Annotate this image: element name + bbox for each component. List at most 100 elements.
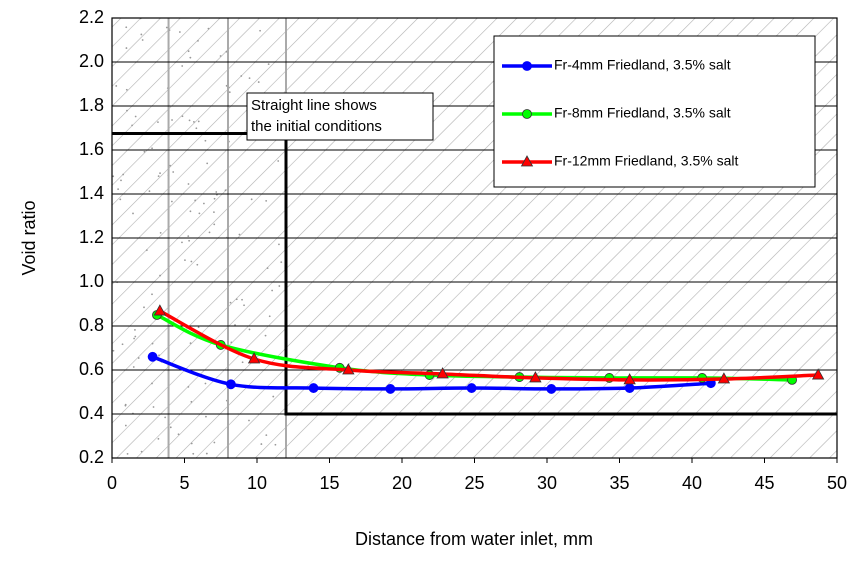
- speckle: [260, 443, 263, 445]
- speckle: [157, 121, 159, 124]
- speckle: [248, 328, 251, 331]
- legend-label: Fr-12mm Friedland, 3.5% salt: [554, 153, 739, 169]
- x-axis-label: Distance from water inlet, mm: [355, 529, 593, 549]
- speckle: [134, 329, 136, 331]
- annotation: the initial conditions: [251, 118, 382, 135]
- speckle: [238, 233, 241, 236]
- speckle: [280, 261, 283, 264]
- speckle: [158, 354, 160, 357]
- y-tick-label: 0.8: [79, 315, 104, 335]
- speckle: [125, 88, 128, 91]
- speckle: [198, 212, 201, 215]
- speckle: [133, 337, 136, 340]
- speckle: [197, 120, 200, 123]
- marker: [153, 304, 167, 316]
- legend-marker: [522, 109, 532, 119]
- speckle: [229, 301, 232, 304]
- speckle: [190, 400, 193, 403]
- speckle: [187, 386, 190, 388]
- speckle: [172, 171, 175, 173]
- speckle: [264, 334, 267, 337]
- initial-line: [112, 132, 837, 416]
- marker: [225, 379, 236, 390]
- marker: [624, 383, 635, 393]
- speckle: [189, 210, 192, 213]
- speckle: [250, 198, 253, 201]
- speckle: [132, 366, 135, 368]
- speckle: [177, 433, 180, 436]
- y-tick-label: 1.8: [79, 95, 104, 115]
- speckle: [140, 450, 143, 453]
- speckle: [115, 85, 118, 87]
- speckle: [205, 415, 207, 418]
- legend-marker: [522, 61, 532, 71]
- speckle: [189, 342, 192, 344]
- speckle: [240, 75, 243, 77]
- x-tick-label: 0: [107, 473, 117, 493]
- x-tick-label: 10: [247, 473, 267, 493]
- x-tick-label: 20: [392, 473, 412, 493]
- speckle: [219, 55, 222, 57]
- marker: [436, 367, 449, 379]
- speckle: [122, 173, 125, 176]
- speckle: [164, 416, 167, 419]
- speckle: [151, 293, 153, 296]
- speckle: [213, 223, 216, 226]
- y-tick-label: 2.2: [79, 7, 104, 27]
- speckle: [120, 179, 122, 182]
- speckle: [192, 452, 195, 455]
- speckle: [259, 29, 261, 32]
- speckle: [171, 119, 173, 121]
- speckle: [126, 109, 128, 112]
- legend-label: Fr-8mm Friedland, 3.5% salt: [554, 105, 731, 121]
- speckle: [124, 424, 127, 427]
- speckle: [194, 199, 197, 202]
- speckle: [132, 212, 134, 215]
- speckle: [152, 406, 155, 408]
- speckle: [151, 342, 154, 345]
- x-tick-label: 15: [319, 473, 339, 493]
- speckle: [266, 267, 269, 270]
- speckle: [181, 65, 184, 67]
- speckle: [148, 190, 151, 193]
- speckle: [170, 200, 173, 203]
- marker: [247, 352, 261, 364]
- marker: [147, 351, 158, 362]
- speckle: [124, 404, 127, 407]
- y-tick-label: 0.6: [79, 359, 104, 379]
- speckle: [187, 235, 190, 238]
- y-tick-label: 1.4: [79, 183, 104, 203]
- x-tick-label: 25: [464, 473, 484, 493]
- speckle: [188, 119, 191, 122]
- speckle: [125, 47, 128, 49]
- speckle: [248, 77, 251, 80]
- speckle: [159, 172, 161, 175]
- speckle: [197, 326, 200, 329]
- x-tick-label: 40: [682, 473, 702, 493]
- speckle: [205, 452, 208, 455]
- speckle: [126, 452, 129, 455]
- speckle: [141, 39, 144, 41]
- speckle: [224, 189, 227, 192]
- speckle: [134, 335, 137, 338]
- speckle: [181, 115, 184, 118]
- speckle: [202, 202, 205, 205]
- speckle: [195, 127, 198, 130]
- speckle: [278, 243, 280, 246]
- speckle: [189, 56, 192, 59]
- speckle: [121, 343, 124, 346]
- x-tick-label: 30: [537, 473, 557, 493]
- speckle: [140, 33, 143, 36]
- legend-marker: [520, 155, 534, 167]
- speckle: [157, 175, 160, 178]
- speckle: [187, 50, 190, 53]
- marker: [385, 384, 396, 394]
- y-tick-label: 0.4: [79, 403, 104, 423]
- speckle: [190, 260, 193, 263]
- speckle: [230, 341, 233, 344]
- speckle: [274, 443, 277, 446]
- x-tick-label: 35: [609, 473, 629, 493]
- speckle: [151, 147, 153, 150]
- speckle: [190, 442, 193, 445]
- speckle: [169, 426, 172, 429]
